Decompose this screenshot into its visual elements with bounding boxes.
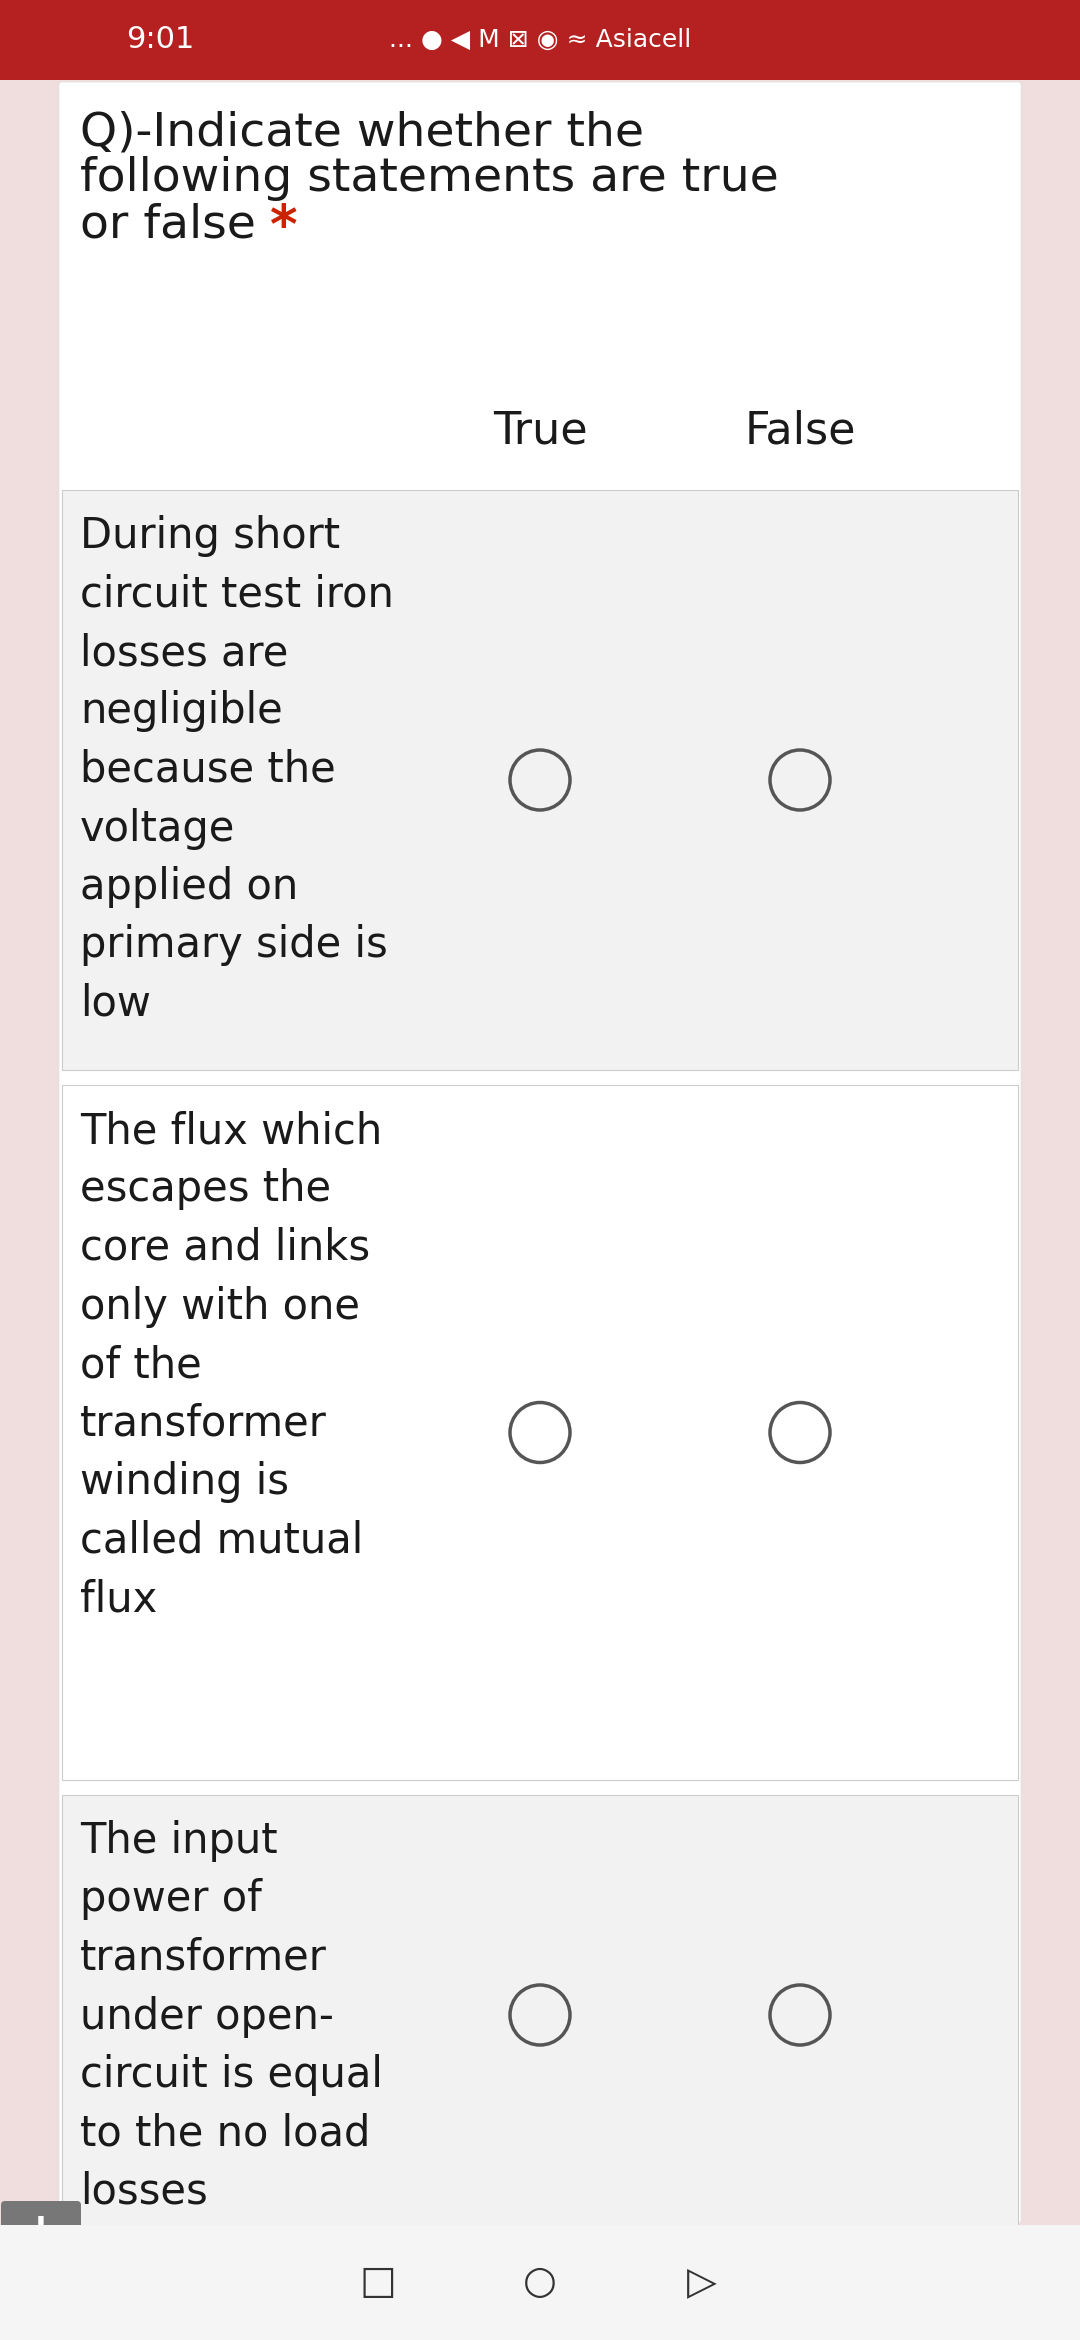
Bar bbox=[62, 489, 1018, 1069]
Text: The flux which
escapes the
core and links
only with one
of the
transformer
windi: The flux which escapes the core and link… bbox=[80, 1109, 382, 1619]
Bar bbox=[62, 1795, 1018, 2235]
Text: ▷: ▷ bbox=[687, 2263, 717, 2303]
Text: True: True bbox=[492, 410, 588, 454]
Bar bbox=[0, 80, 62, 2225]
Text: or false: or false bbox=[80, 201, 256, 248]
Text: □: □ bbox=[360, 2263, 396, 2303]
Bar bbox=[62, 1086, 1018, 1781]
FancyBboxPatch shape bbox=[59, 82, 1021, 2223]
Text: Q)-Indicate whether the: Q)-Indicate whether the bbox=[80, 110, 644, 154]
Bar bbox=[0, 2225, 1080, 2340]
Text: ○: ○ bbox=[523, 2263, 557, 2303]
FancyBboxPatch shape bbox=[1, 2202, 81, 2258]
Text: ... ● ◀ M ⊠ ◉ ≈ Asiacell: ... ● ◀ M ⊠ ◉ ≈ Asiacell bbox=[389, 28, 691, 51]
Text: 9:01: 9:01 bbox=[125, 26, 194, 54]
Text: *: * bbox=[270, 201, 298, 255]
Bar bbox=[0, 0, 1080, 80]
Text: The input
power of
transformer
under open-
circuit is equal
to the no load
losse: The input power of transformer under ope… bbox=[80, 1821, 383, 2214]
Text: !: ! bbox=[35, 2216, 48, 2244]
Text: During short
circuit test iron
losses are
negligible
because the
voltage
applied: During short circuit test iron losses ar… bbox=[80, 515, 394, 1025]
Text: False: False bbox=[744, 410, 855, 454]
Text: following statements are true: following statements are true bbox=[80, 157, 779, 201]
